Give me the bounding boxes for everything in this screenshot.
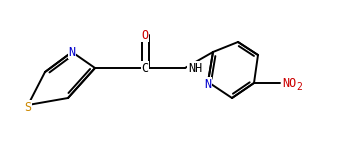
Text: S: S — [24, 101, 32, 114]
Text: NH: NH — [188, 62, 202, 75]
Text: N: N — [204, 78, 212, 91]
Text: NO: NO — [282, 76, 296, 90]
Text: C: C — [141, 62, 149, 75]
Text: 2: 2 — [296, 82, 302, 92]
Text: N: N — [69, 45, 75, 58]
Text: O: O — [141, 28, 149, 41]
